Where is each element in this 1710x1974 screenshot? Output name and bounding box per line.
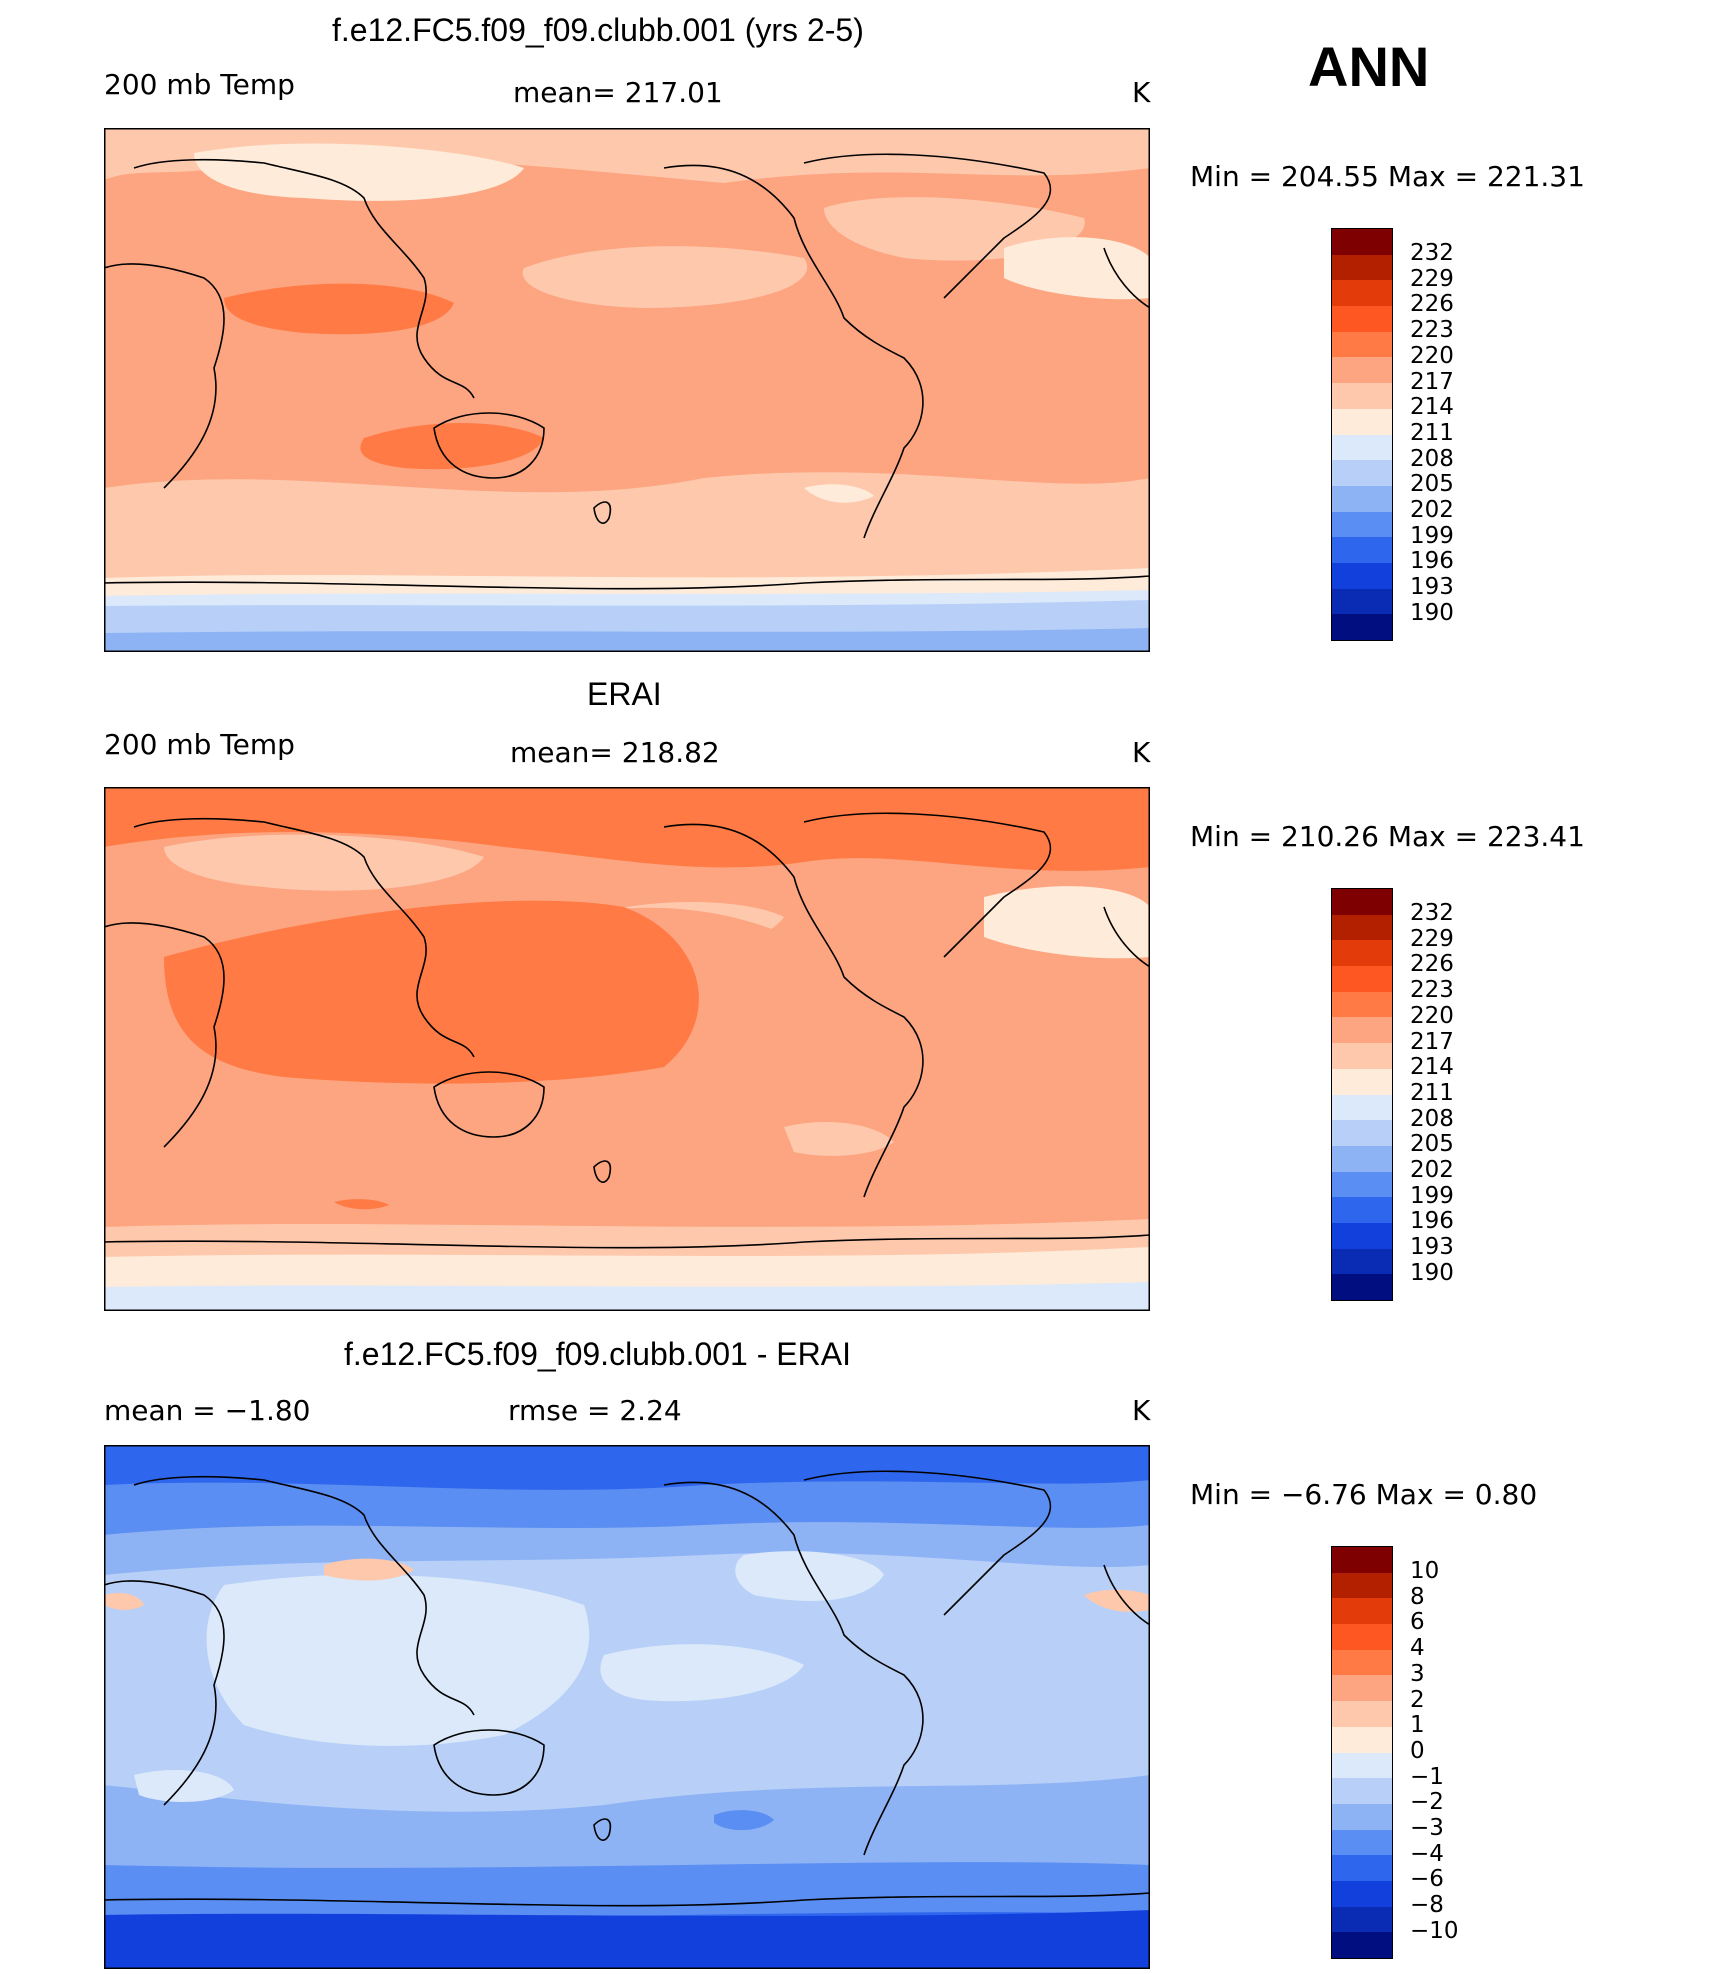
colorbar-tick: −6 bbox=[1410, 1866, 1444, 1893]
panel3-map bbox=[104, 1445, 1150, 1969]
colorbar-tick: −3 bbox=[1410, 1815, 1444, 1841]
colorbar-tick: 208 bbox=[1410, 1105, 1454, 1132]
colorbar-tick: 196 bbox=[1410, 1208, 1454, 1235]
colorbar-tick: 214 bbox=[1410, 394, 1454, 421]
panel2-units: K bbox=[1132, 736, 1151, 769]
colorbar-tick: 226 bbox=[1410, 951, 1454, 978]
colorbar-tick: −1 bbox=[1410, 1763, 1444, 1790]
panel1-map bbox=[104, 128, 1150, 652]
panel2-variable-label: 200 mb Temp bbox=[104, 728, 295, 761]
panel3-units: K bbox=[1132, 1394, 1151, 1427]
colorbar-tick: 190 bbox=[1410, 599, 1454, 626]
panel1-variable-label: 200 mb Temp bbox=[104, 68, 295, 101]
colorbar-tick: 202 bbox=[1410, 497, 1454, 523]
panel1-minmax: Min = 204.55 Max = 221.31 bbox=[1190, 160, 1585, 193]
colorbar-tick: 202 bbox=[1410, 1157, 1454, 1183]
colorbar-tick: 196 bbox=[1410, 548, 1454, 575]
colorbar-tick: 211 bbox=[1410, 419, 1454, 446]
panel1-units: K bbox=[1132, 76, 1151, 109]
colorbar-tick: 226 bbox=[1410, 291, 1454, 318]
colorbar-tick: 220 bbox=[1410, 342, 1454, 369]
colorbar-tick: 3 bbox=[1410, 1660, 1425, 1687]
colorbar-tick: 193 bbox=[1410, 1234, 1454, 1261]
colorbar-tick: 232 bbox=[1410, 240, 1454, 266]
colorbar-tick: 4 bbox=[1410, 1635, 1425, 1662]
panel1-mean-label: mean= 217.01 bbox=[513, 76, 723, 109]
colorbar-tick: 223 bbox=[1410, 977, 1454, 1004]
panel2-mean-label: mean= 218.82 bbox=[510, 736, 720, 769]
colorbar-tick: 229 bbox=[1410, 265, 1454, 292]
colorbar-tick: 0 bbox=[1410, 1737, 1425, 1764]
colorbar-tick: −10 bbox=[1410, 1917, 1459, 1944]
panel3-title: f.e12.FC5.f09_f09.clubb.001 - ERAI bbox=[344, 1336, 851, 1372]
panel1-title: f.e12.FC5.f09_f09.clubb.001 (yrs 2-5) bbox=[332, 12, 864, 48]
panel1-colorbar bbox=[1331, 228, 1393, 641]
colorbar-tick: 232 bbox=[1410, 900, 1454, 926]
colorbar-tick: 217 bbox=[1410, 368, 1454, 395]
colorbar-tick: 2 bbox=[1410, 1686, 1425, 1713]
colorbar-tick: 8 bbox=[1410, 1583, 1425, 1610]
colorbar-tick: 193 bbox=[1410, 574, 1454, 601]
colorbar-tick: 6 bbox=[1410, 1609, 1425, 1636]
panel3-rmse-label: rmse = 2.24 bbox=[508, 1394, 682, 1427]
colorbar-tick: −4 bbox=[1410, 1840, 1444, 1867]
colorbar-tick: 208 bbox=[1410, 445, 1454, 472]
panel2-title: ERAI bbox=[587, 676, 662, 712]
colorbar-tick: 217 bbox=[1410, 1028, 1454, 1055]
colorbar-tick: 10 bbox=[1410, 1558, 1440, 1584]
colorbar-tick: 190 bbox=[1410, 1259, 1454, 1286]
colorbar-tick: 220 bbox=[1410, 1002, 1454, 1029]
panel2-minmax: Min = 210.26 Max = 223.41 bbox=[1190, 820, 1585, 853]
panel2-colorbar bbox=[1331, 888, 1393, 1301]
colorbar-tick: 199 bbox=[1410, 522, 1454, 549]
colorbar-tick: 211 bbox=[1410, 1079, 1454, 1106]
colorbar-tick: 199 bbox=[1410, 1182, 1454, 1209]
colorbar-tick: −2 bbox=[1410, 1789, 1444, 1816]
panel3-mean-label: mean = −1.80 bbox=[104, 1394, 311, 1427]
colorbar-tick: 1 bbox=[1410, 1712, 1425, 1739]
colorbar-tick: 205 bbox=[1410, 1131, 1454, 1158]
colorbar-tick: −8 bbox=[1410, 1892, 1444, 1919]
panel3-minmax: Min = −6.76 Max = 0.80 bbox=[1190, 1478, 1538, 1511]
panel3-colorbar bbox=[1331, 1546, 1393, 1959]
colorbar-tick: 205 bbox=[1410, 471, 1454, 498]
season-label: ANN bbox=[1308, 35, 1430, 98]
panel2-map bbox=[104, 787, 1150, 1311]
colorbar-tick: 223 bbox=[1410, 317, 1454, 344]
colorbar-tick: 229 bbox=[1410, 925, 1454, 952]
colorbar-tick: 214 bbox=[1410, 1054, 1454, 1081]
